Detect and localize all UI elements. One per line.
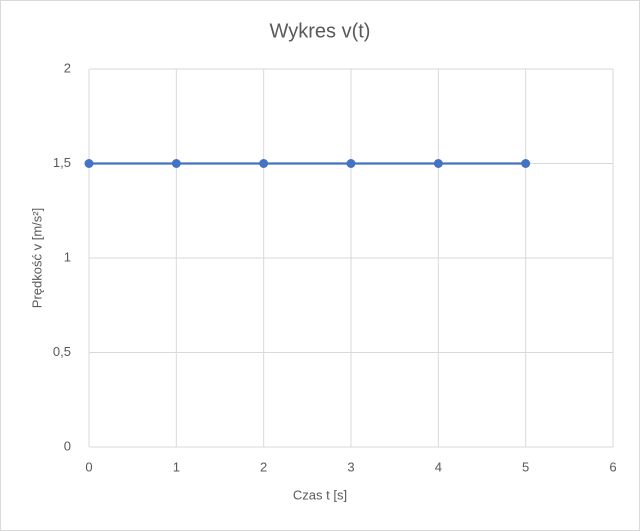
data-point [521,159,531,168]
y-tick-label: 1 [64,249,71,264]
data-point [433,159,443,168]
x-tick-label: 1 [173,459,180,474]
data-point [346,159,356,168]
y-tick-label: 0,5 [53,344,71,359]
x-tick-label: 0 [85,459,92,474]
y-axis-label: Prędkość v [m/s²] [29,208,44,308]
x-tick-label: 2 [260,459,267,474]
y-tick-label: 2 [64,60,71,75]
chart-title: Wykres v(t) [270,20,371,42]
data-point [171,159,181,168]
y-tick-label: 0 [64,438,71,453]
x-tick-label: 6 [609,459,616,474]
data-point [259,159,269,168]
data-point [84,159,94,168]
x-tick-label: 4 [435,459,442,474]
x-tick-label: 5 [522,459,529,474]
x-axis-label: Czas t [s] [293,487,347,502]
x-tick-label: 3 [347,459,354,474]
y-tick-label: 1,5 [53,155,71,170]
